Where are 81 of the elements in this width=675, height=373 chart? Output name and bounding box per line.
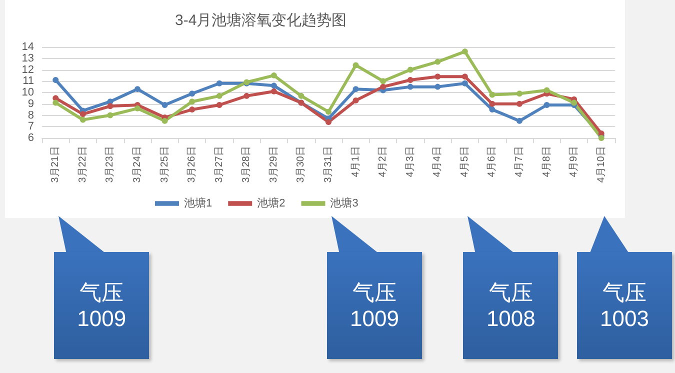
point (407, 76, 414, 83)
y-tick-label: 13 (22, 52, 34, 64)
x-tick-label: 3月24日 (132, 146, 143, 183)
point (489, 100, 496, 107)
y-tick-label: 10 (22, 86, 34, 98)
x-tick-label: 4月4日 (432, 146, 444, 178)
point (380, 78, 386, 84)
point (134, 105, 140, 112)
x-tick-label: 3月22日 (77, 146, 88, 183)
y-tick-label: 6 (28, 132, 34, 144)
point (516, 118, 522, 124)
point (52, 76, 59, 83)
point (489, 92, 496, 98)
point (434, 74, 441, 80)
y-tick-label: 7 (28, 120, 34, 133)
point (189, 98, 196, 105)
point (107, 103, 114, 110)
point (270, 88, 277, 94)
point (270, 82, 277, 89)
point (352, 62, 359, 68)
x-tick-label: 4月7日 (514, 146, 525, 178)
point (489, 106, 496, 113)
point (352, 86, 359, 92)
x-tick-label: 3月23日 (104, 146, 116, 183)
point (571, 100, 578, 106)
x-tick-label: 4月8日 (541, 146, 552, 178)
chart-title: 3-4月池塘溶氧变化趋势图 (175, 12, 347, 29)
point (434, 58, 441, 65)
legend-label: 池塘1 (184, 196, 212, 210)
point (352, 97, 359, 104)
x-tick-label: 3月27日 (214, 146, 225, 183)
point (216, 92, 222, 99)
y-tick-label: 8 (28, 109, 34, 122)
point (407, 66, 414, 73)
point (216, 102, 222, 108)
y-tick-label: 9 (28, 98, 34, 110)
point (189, 90, 196, 97)
point (462, 48, 468, 55)
point (162, 102, 168, 108)
point (298, 92, 304, 99)
x-tick-label: 4月6日 (486, 146, 498, 178)
legend-label: 池塘3 (330, 196, 358, 210)
x-tick-label: 4月1日 (350, 146, 362, 178)
point (544, 87, 550, 94)
point (598, 135, 604, 141)
point (52, 100, 59, 106)
point (380, 84, 386, 90)
point (244, 92, 250, 99)
point (80, 116, 86, 123)
point (189, 106, 196, 113)
x-tick-label: 4月5日 (459, 146, 470, 178)
x-tick-label: 4月3日 (404, 146, 416, 178)
x-tick-label: 3月31日 (323, 146, 334, 183)
x-tick-label: 3月28日 (241, 146, 252, 183)
point (162, 118, 168, 124)
point (516, 100, 522, 107)
x-tick-label: 3月30日 (296, 146, 307, 183)
x-tick-label: 4月10日 (596, 146, 607, 183)
y-tick-label: 11 (22, 75, 34, 88)
x-tick-label: 3月21日 (50, 146, 62, 183)
point (80, 111, 86, 118)
point (462, 80, 468, 86)
x-tick-label: 3月26日 (186, 146, 198, 183)
x-tick-label: 4月2日 (378, 146, 389, 178)
point (216, 80, 222, 86)
point (270, 72, 277, 78)
point (107, 112, 114, 118)
legend-label: 池塘2 (257, 196, 286, 210)
x-tick-label: 4月9日 (568, 146, 580, 178)
y-tick-label: 12 (22, 64, 34, 76)
point (326, 119, 332, 126)
point (434, 84, 441, 90)
point (134, 86, 140, 92)
point (516, 90, 522, 97)
x-tick-label: 3月25日 (159, 146, 170, 183)
point (407, 84, 414, 90)
point (462, 74, 468, 80)
point (326, 108, 332, 115)
x-tick-label: 3月29日 (268, 146, 280, 183)
point (544, 102, 550, 108)
y-tick-label: 14 (22, 41, 34, 53)
